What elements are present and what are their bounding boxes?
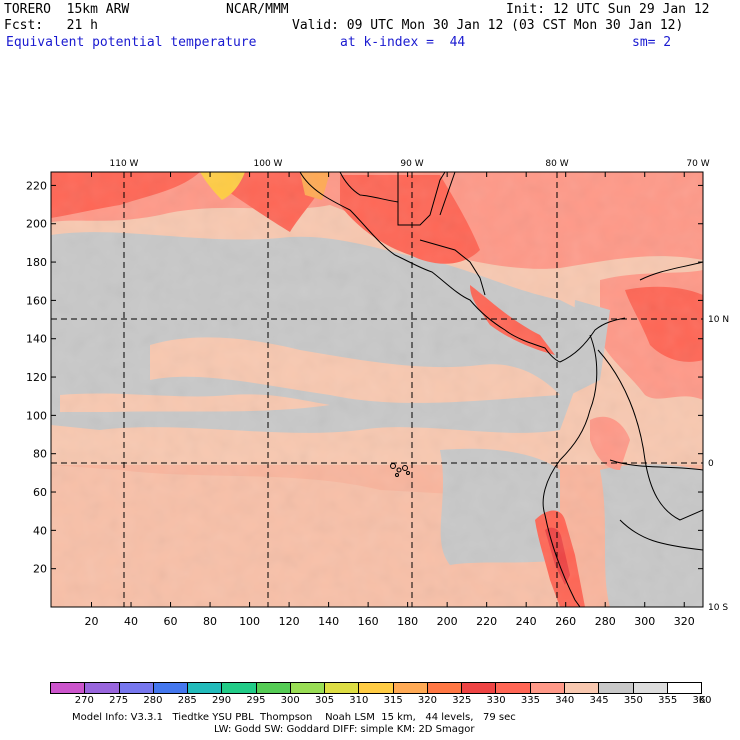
latlon-grid <box>51 172 703 607</box>
x-tick-label: 180 <box>397 615 418 628</box>
colorbar-swatch <box>599 683 634 693</box>
x-tick-label: 220 <box>476 615 497 628</box>
axis-ticks <box>51 172 703 607</box>
x-tick-label: 100 <box>239 615 260 628</box>
colorbar-swatch <box>359 683 394 693</box>
map-plot: 220 200 180 160 140 120 100 80 60 40 20 20 40 60 80 100… <box>26 159 729 628</box>
level-label: at k-index = 44 <box>340 35 466 50</box>
colorbar-label: 350 <box>623 695 643 706</box>
longitude-label: 80 W <box>545 159 568 169</box>
colorbar-swatch <box>85 683 120 693</box>
colorbar-unit: K <box>698 695 706 706</box>
colorbar-swatch <box>667 683 702 693</box>
colorbar-label: 280 <box>143 695 163 706</box>
colorbar-swatch <box>633 683 668 693</box>
colorbar-swatch <box>222 683 257 693</box>
y-tick-label: 60 <box>33 486 47 499</box>
y-tick-label: 120 <box>26 371 47 384</box>
init-time: Init: 12 UTC Sun 29 Jan 12 <box>506 2 710 17</box>
y-tick-label: 140 <box>26 333 47 346</box>
y-tick-label: 20 <box>33 563 47 576</box>
colorbar-label: 335 <box>520 695 540 706</box>
latitude-label: 10 N <box>708 315 729 325</box>
colorbar-swatch <box>119 683 154 693</box>
colorbar-swatch <box>564 683 600 693</box>
colorbar-swatch <box>325 683 360 693</box>
y-tick-label: 100 <box>26 409 47 422</box>
valid-time: Valid: 09 UTC Mon 30 Jan 12 (03 CST Mon … <box>292 18 684 33</box>
field-shading <box>51 172 703 607</box>
forecast-hour: Fcst: 21 h <box>4 18 98 33</box>
latitude-label: 0 <box>708 459 714 469</box>
y-tick-label: 80 <box>33 448 47 461</box>
colorbar-label: 305 <box>314 695 335 706</box>
colorbar-swatch <box>188 683 223 693</box>
colorbar-label: 360 <box>692 695 712 706</box>
y-tick-label: 160 <box>26 294 47 307</box>
model-info-line2: LW: Godd SW: Goddard DIFF: simple KM: 2D… <box>214 724 475 735</box>
x-tick-label: 140 <box>318 615 339 628</box>
plot-frame <box>50 171 704 608</box>
y-tick-label: 220 <box>26 179 47 192</box>
colorbar-swatch <box>51 683 86 693</box>
colorbar-label: 355 <box>658 695 678 706</box>
smoothing-label: sm= 2 <box>632 35 672 50</box>
longitude-label: 110 W <box>110 159 139 169</box>
colorbar-label: 325 <box>452 695 472 706</box>
colorbar-label: 285 <box>177 695 197 706</box>
colorbar-label: 270 <box>74 695 94 706</box>
colorbar-swatch <box>427 683 463 693</box>
colorbar-swatch <box>290 683 326 693</box>
center-label: NCAR/MMM <box>226 2 289 17</box>
axis-labels: 220 200 180 160 140 120 100 80 60 40 20 20 40 60 80 100… <box>26 159 729 628</box>
colorbar-label: 295 <box>246 695 266 706</box>
colorbar-swatch <box>153 683 189 693</box>
colorbar-swatch <box>496 683 531 693</box>
x-tick-label: 20 <box>85 615 99 628</box>
x-tick-label: 200 <box>437 615 458 628</box>
x-tick-label: 260 <box>555 615 576 628</box>
colorbar-swatch <box>393 683 428 693</box>
x-tick-label: 40 <box>124 615 138 628</box>
colorbar-label: 300 <box>280 695 300 706</box>
x-tick-label: 60 <box>164 615 178 628</box>
y-tick-label: 200 <box>26 218 47 231</box>
y-tick-label: 40 <box>33 524 47 537</box>
longitude-label: 70 W <box>686 159 709 169</box>
x-tick-label: 240 <box>516 615 537 628</box>
colorbar-swatch <box>256 683 291 693</box>
coastlines <box>299 172 703 607</box>
model-info-line1: Model Info: V3.3.1 Tiedtke YSU PBL Thomp… <box>72 712 516 723</box>
x-tick-label: 120 <box>279 615 300 628</box>
colorbar-swatch <box>530 683 565 693</box>
colorbar-label: 315 <box>383 695 403 706</box>
colorbar <box>50 682 702 694</box>
latitude-label: 10 S <box>708 603 728 613</box>
colorbar-label: 340 <box>555 695 575 706</box>
longitude-label: 90 W <box>400 159 423 169</box>
x-tick-label: 80 <box>203 615 217 628</box>
x-tick-label: 280 <box>595 615 616 628</box>
colorbar-label: 275 <box>109 695 129 706</box>
model-label: TORERO 15km ARW <box>4 2 130 17</box>
x-tick-label: 320 <box>674 615 695 628</box>
colorbar-swatch <box>462 683 497 693</box>
colorbar-label: 330 <box>486 695 506 706</box>
longitude-label: 100 W <box>254 159 283 169</box>
colorbar-label: 345 <box>589 695 609 706</box>
colorbar-label: 290 <box>212 695 232 706</box>
x-tick-label: 160 <box>358 615 379 628</box>
field-name: Equivalent potential temperature <box>6 35 257 50</box>
colorbar-label: 310 <box>349 695 369 706</box>
colorbar-labels: 270 275 280 285 290 295 300 305 310 315 320 325 330 3… <box>50 695 740 709</box>
x-tick-label: 300 <box>634 615 655 628</box>
y-tick-label: 180 <box>26 256 47 269</box>
colorbar-label: 320 <box>417 695 438 706</box>
